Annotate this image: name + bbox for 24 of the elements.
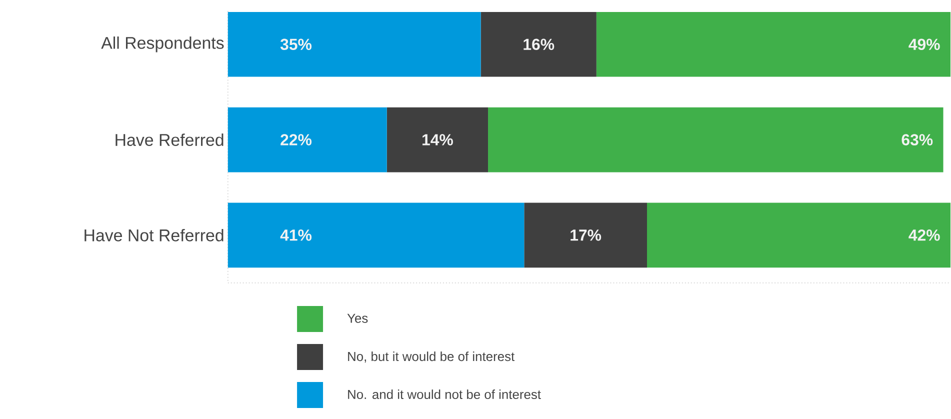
bar xyxy=(488,107,944,172)
data-label: 41% xyxy=(280,230,312,241)
data-label: 17% xyxy=(570,230,602,241)
bar xyxy=(386,107,488,172)
data-label: 35% xyxy=(280,38,312,50)
bar xyxy=(228,107,387,172)
bar xyxy=(524,202,647,268)
data-label: 49% xyxy=(908,38,940,50)
bar xyxy=(228,202,524,268)
bar xyxy=(596,12,950,77)
legend-label: Yes xyxy=(347,314,368,323)
bar xyxy=(228,12,481,77)
data-label: 16% xyxy=(524,38,554,50)
y-tick-label: Have Referred xyxy=(116,134,224,146)
data-label: 42% xyxy=(908,230,940,241)
data-label: 22% xyxy=(280,134,312,146)
bar xyxy=(480,12,596,77)
y-tick-label: All Respondents xyxy=(101,36,224,52)
legend-label: No. and it would not be of interest xyxy=(348,390,541,400)
bar xyxy=(647,202,950,268)
y-tick-label: Have Not Referred xyxy=(84,229,224,242)
data-label: 14% xyxy=(422,134,453,146)
legend-label: No, but it would be of interest xyxy=(348,352,515,363)
data-label: 63% xyxy=(902,134,933,146)
